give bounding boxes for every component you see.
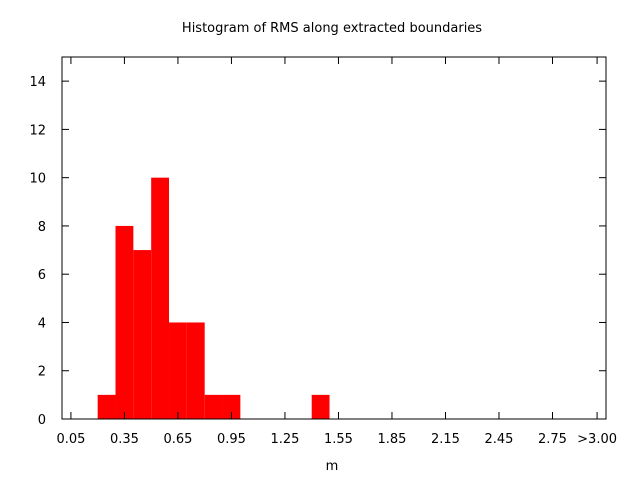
- x-tick-label: 2.75: [538, 432, 567, 447]
- y-tick-label: 8: [38, 220, 46, 235]
- bar: [169, 322, 187, 419]
- bar: [151, 177, 170, 419]
- x-tick-label: 0.05: [56, 432, 85, 447]
- x-tick-label: 1.85: [377, 432, 406, 447]
- x-tick-label: 0.35: [110, 432, 139, 447]
- y-tick-label: 14: [29, 75, 46, 90]
- bar: [204, 394, 223, 419]
- x-tick-label: 2.45: [485, 432, 514, 447]
- x-axis: 0.05 0.35 0.65 0.95 1.25 1.55 1.85 2.15 2.45 2.75…: [56, 57, 617, 447]
- chart-title: Histogram of RMS along extracted boundar…: [182, 21, 482, 36]
- bars-group: [97, 177, 330, 419]
- bar: [186, 322, 205, 419]
- y-tick-label: 2: [38, 365, 46, 380]
- x-tick-label: >3.00: [577, 432, 617, 447]
- x-tick-label: 1.55: [324, 432, 353, 447]
- x-tick-label: 0.95: [217, 432, 246, 447]
- x-axis-label: m: [326, 459, 339, 474]
- bar: [311, 394, 330, 419]
- y-tick-label: 4: [38, 316, 46, 331]
- x-tick-label: 0.65: [163, 432, 192, 447]
- bar: [222, 394, 241, 419]
- y-tick-label: 10: [29, 172, 46, 187]
- x-tick-label: 1.25: [270, 432, 299, 447]
- plot-frame: [61, 56, 607, 420]
- bar: [115, 225, 134, 419]
- x-tick-label: 2.15: [431, 432, 460, 447]
- bar: [133, 250, 152, 419]
- y-tick-label: 12: [29, 123, 46, 138]
- bar: [97, 394, 116, 419]
- y-tick-label: 0: [38, 413, 46, 428]
- y-axis: 0 2 4 6 8 10 12 14: [29, 75, 606, 428]
- y-tick-label: 6: [38, 268, 46, 283]
